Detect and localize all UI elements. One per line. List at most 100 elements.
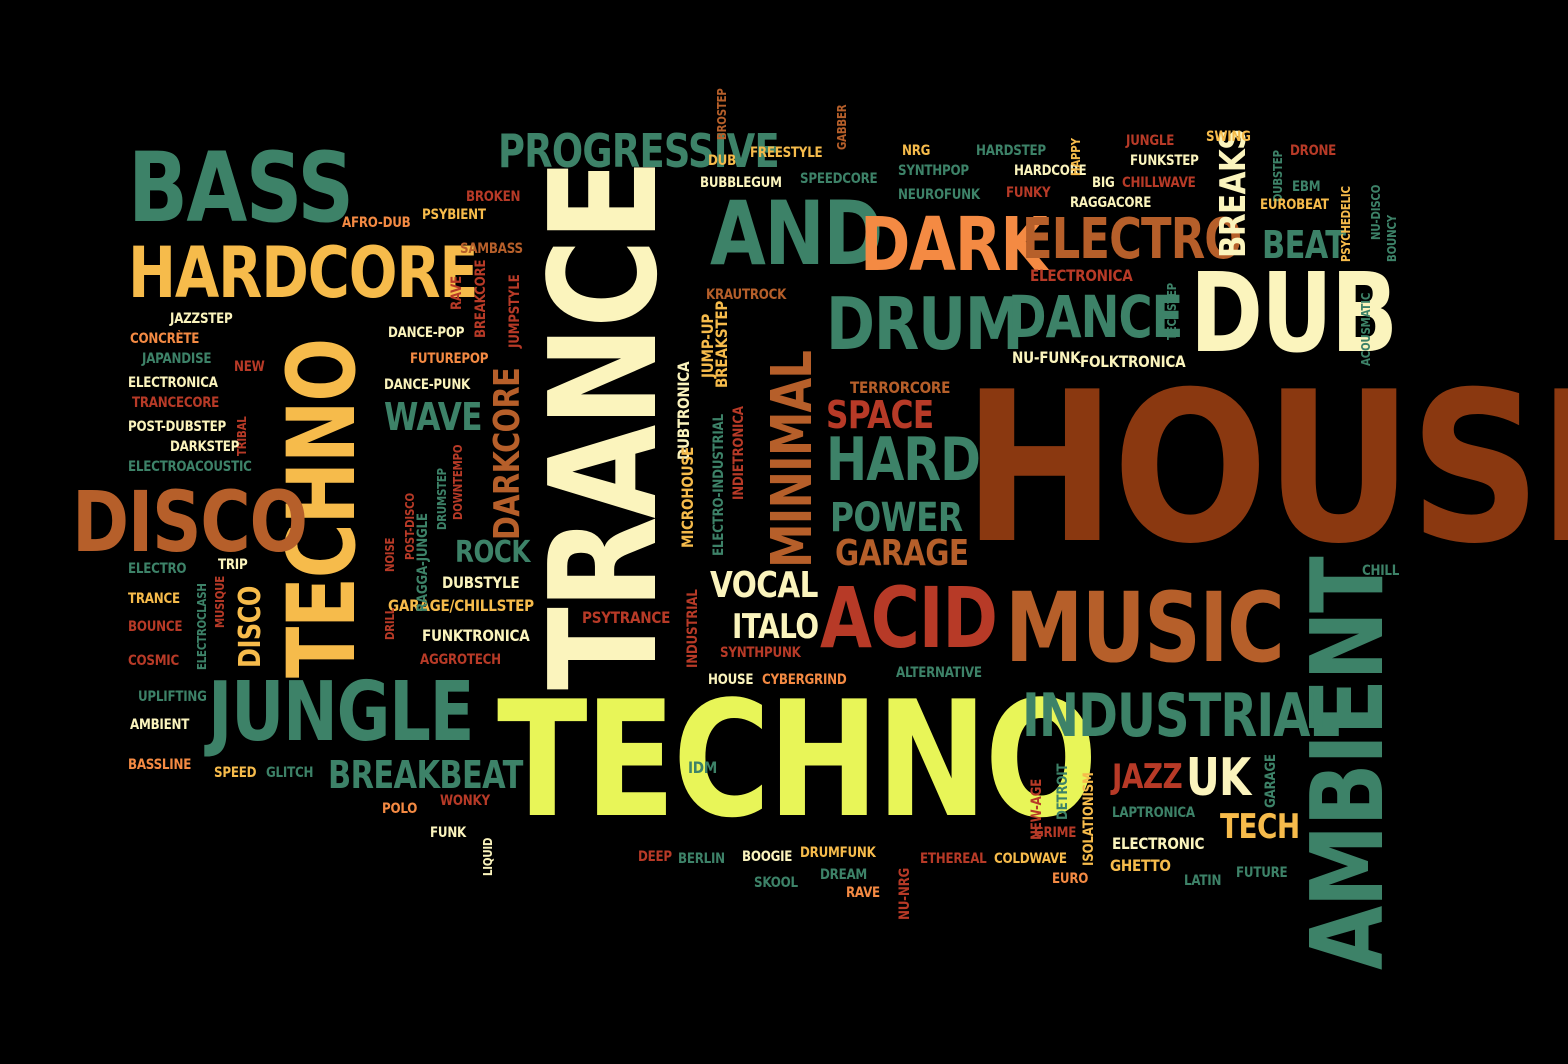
word-bounce: BOUNCE: [128, 619, 183, 635]
word-dance-punk: DANCE-PUNK: [384, 377, 471, 393]
word-grime: GRIME: [1034, 825, 1077, 841]
word-darkcore: DARKCORE: [487, 367, 528, 540]
word-eurobeat: EUROBEAT: [1260, 197, 1329, 213]
word-rock: ROCK: [455, 535, 531, 570]
word-dubstep: DUBSTEP: [1271, 150, 1285, 202]
word-new: NEW: [234, 359, 265, 375]
word-afro-dub: AFRO-DUB: [342, 215, 411, 231]
word-future: FUTURE: [1236, 865, 1288, 881]
word-laptronica: LAPTRONICA: [1112, 805, 1195, 821]
word-funk: FUNK: [430, 825, 467, 841]
word-ambient-small: AMBIENT: [130, 717, 190, 733]
word-trip: TRIP: [218, 557, 248, 573]
word-nrg: NRG: [902, 143, 931, 159]
word-electro-big: ELECTRO: [1022, 207, 1242, 272]
word-drill: DRILL: [383, 607, 397, 640]
word-techno-main: TECHNO: [497, 666, 1098, 853]
word-italo: ITALO: [732, 607, 819, 647]
word-bassline: BASSLINE: [128, 757, 192, 773]
word-boogie: BOOGIE: [742, 849, 793, 865]
word-isolationism: ISOLATIONISM: [1081, 772, 1097, 866]
word-drumfunk: DRUMFUNK: [800, 845, 876, 861]
word-dub-big: DUB: [1190, 249, 1398, 377]
word-jungle: JUNGLE: [208, 665, 474, 760]
word-ambient: AMBIENT: [1289, 557, 1406, 970]
word-downtempo: DOWNTEMPO: [451, 444, 465, 520]
word-ragga-jungle: RAGGA-JUNGLE: [415, 513, 431, 612]
word-music: MUSIC: [1005, 572, 1285, 684]
word-alternative: ALTERNATIVE: [896, 665, 982, 681]
word-breakstep: BREAKSTEP: [712, 300, 731, 388]
word-minimal: MINIMAL: [760, 351, 825, 568]
word-garage-mid: GARAGE: [835, 533, 969, 574]
word-industrial-small: INDUSTRIAL: [685, 589, 701, 668]
word-terrorcore: TERRORCORE: [850, 378, 951, 397]
word-drumstep: DRUMSTEP: [435, 468, 449, 530]
word-funkstep: FUNKSTEP: [1130, 153, 1199, 169]
word-hardcore: HARDCORE: [128, 232, 479, 314]
word-idm: IDM: [688, 758, 718, 777]
word-drone: DRONE: [1290, 143, 1337, 159]
word-breakbeat: BREAKBEAT: [328, 753, 523, 797]
word-electro-industrial: ELECTRO-INDUSTRIAL: [711, 414, 727, 556]
word-funktronica: FUNKTRONICA: [422, 626, 530, 645]
word-freestyle: FREESTYLE: [750, 145, 823, 161]
word-jumpstyle: JUMPSTYLE: [507, 274, 523, 348]
word-japandise: JAPANDISE: [142, 351, 212, 367]
word-progressive: PROGRESSIVE: [498, 124, 780, 178]
word-krautrock: KRAUTROCK: [706, 287, 787, 303]
word-indietronica: INDIETRONICA: [731, 406, 747, 500]
word-rave-bottom: RAVE: [846, 885, 880, 901]
word-noise: NOISE: [383, 537, 397, 572]
word-hardcore-small: HARDCORE: [1014, 163, 1087, 179]
word-dub-small: DUB: [708, 153, 736, 169]
word-disco-big: DISCO: [72, 473, 308, 571]
word-electroacoustic: ELECTROACOUSTIC: [128, 459, 252, 475]
word-synthpop: SYNTHPOP: [898, 163, 969, 179]
word-raggacore: RAGGACORE: [1070, 195, 1152, 211]
word-microhouse: MICROHOUSE: [678, 447, 697, 548]
word-uk: UK: [1186, 748, 1251, 808]
word-uplifting: UPLIFTING: [138, 689, 207, 705]
word-wave: WAVE: [384, 395, 483, 439]
word-hard: HARD: [826, 425, 981, 495]
word-skool: SKOOL: [754, 875, 798, 891]
word-chill: CHILL: [1362, 563, 1400, 579]
word-house-small: HOUSE: [708, 672, 754, 688]
word-breakcore: BREAKCORE: [473, 259, 489, 338]
word-nu-disco: NU-DISCO: [1369, 184, 1383, 240]
word-dark: DARK: [860, 202, 1047, 288]
word-funky: FUNKY: [1006, 185, 1051, 201]
word-dream: DREAM: [820, 867, 868, 883]
word-bubblegum: BUBBLEGUM: [700, 175, 782, 191]
word-deep: DEEP: [638, 849, 672, 865]
word-acousmatic: ACOUSMATIC: [1359, 292, 1373, 366]
word-and: AND: [710, 182, 883, 285]
word-broken: BROKEN: [466, 189, 521, 205]
word-jungle-small: JUNGLE: [1126, 133, 1175, 149]
word-swing: SWING: [1206, 129, 1251, 145]
word-detroit: DETROIT: [1055, 763, 1071, 820]
word-electroclash: ELECTROCLASH: [195, 583, 209, 670]
word-jazz: JAZZ: [1112, 757, 1183, 797]
word-electronic: ELECTRONIC: [1112, 834, 1205, 853]
word-ethereal: ETHEREAL: [920, 851, 987, 867]
word-ebm: EBM: [1292, 179, 1321, 195]
word-space: SPACE: [826, 393, 934, 437]
word-industrial-big: INDUSTRIAL: [1022, 681, 1340, 751]
word-sambass: SAMBASS: [460, 241, 523, 257]
word-euro: EURO: [1052, 871, 1089, 887]
word-electro-small: ELECTRO: [128, 561, 187, 577]
word-coldwave: COLDWAVE: [994, 851, 1067, 867]
word-garage-chillstep: GARAGE/CHILLSTEP: [388, 596, 534, 615]
word-electronica-top: ELECTRONICA: [1030, 266, 1133, 285]
word-acid: ACID: [820, 569, 998, 667]
word-cybergrind: CYBERGRIND: [762, 672, 847, 688]
word-latin: LATIN: [1184, 873, 1222, 889]
word-concrete: CONCRÈTE: [130, 331, 200, 347]
word-vocal: VOCAL: [710, 565, 818, 606]
word-happy: HAPPY: [1069, 138, 1083, 176]
word-electronica-left: ELECTRONICA: [128, 375, 218, 391]
word-psytrance: PSYTRANCE: [582, 608, 671, 627]
